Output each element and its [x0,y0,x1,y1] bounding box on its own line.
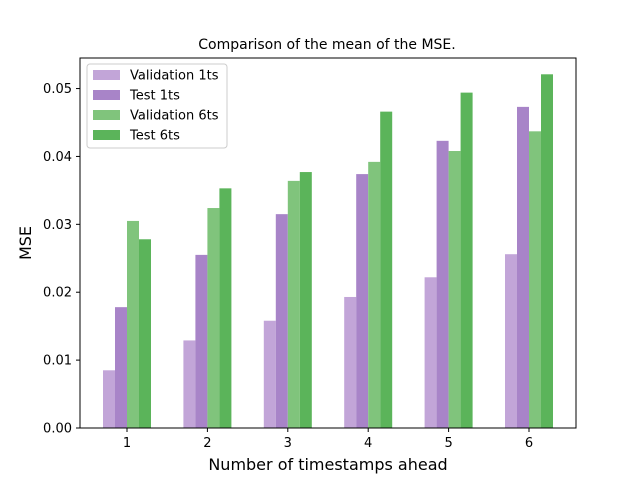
legend: Validation 1ts Test 1ts Validation 6ts Test… [86,63,228,149]
legend-label: Test 6ts [129,129,180,144]
x-tick-label: 2 [203,436,211,451]
legend-swatch [93,70,120,80]
bar-test-6ts-2 [219,188,232,428]
bar-validation-1ts-4 [344,296,357,428]
x-tick-label: 3 [284,436,292,451]
bar-validation-6ts-5 [448,151,461,429]
bar-validation-6ts-3 [287,180,300,428]
bar-validation-6ts-2 [207,208,220,428]
bar-test-1ts-1 [115,307,127,428]
legend-swatch [93,130,120,140]
y-tick-label: 0.03 [43,218,72,233]
y-tick-label: 0.04 [43,150,72,165]
y-tick-label: 0.00 [43,422,72,437]
legend-frame [86,63,228,149]
x-tick-label: 6 [525,436,533,451]
x-tick-label: 5 [444,436,452,451]
legend-label: Test 1ts [129,89,180,104]
bar-validation-6ts-6 [529,131,541,428]
bar-test-1ts-6 [517,106,529,428]
bar-test-1ts-4 [356,174,369,428]
bars-group [103,74,553,429]
x-tick-label: 1 [123,436,131,451]
bar-test-6ts-1 [139,239,151,428]
bar-validation-6ts-4 [368,161,381,428]
bar-test-6ts-5 [460,92,473,429]
bar-validation-1ts-1 [103,370,115,428]
y-tick-label: 0.01 [43,354,72,369]
bar-test-6ts-4 [380,111,393,428]
x-tick-label: 4 [364,436,372,451]
bar-test-1ts-3 [275,214,288,428]
bar-validation-1ts-6 [505,254,517,428]
bar-test-1ts-2 [195,254,208,428]
bar-test-6ts-3 [299,172,312,428]
legend-label: Validation 6ts [130,109,219,124]
y-tick-label: 0.05 [43,82,72,97]
bar-test-6ts-6 [541,74,553,428]
bar-test-1ts-5 [436,140,449,428]
x-axis-title: Number of timestamps ahead [208,455,447,474]
x-axis: 1 2 3 4 5 6 [123,428,533,451]
bar-validation-1ts-2 [183,340,196,428]
legend-swatch [93,110,120,120]
bar-validation-1ts-3 [263,320,276,428]
y-tick-label: 0.02 [43,286,72,301]
chart-title: Comparison of the mean of the MSE. [198,37,455,53]
bar-validation-1ts-5 [424,277,437,428]
legend-label: Validation 1ts [130,69,219,84]
plot-frame [79,57,577,429]
bar-validation-6ts-1 [127,220,139,428]
y-axis: 0.00 0.01 0.02 0.03 0.04 0.05 [43,82,80,437]
legend-swatch [93,90,120,100]
y-axis-title: MSE [16,226,35,260]
